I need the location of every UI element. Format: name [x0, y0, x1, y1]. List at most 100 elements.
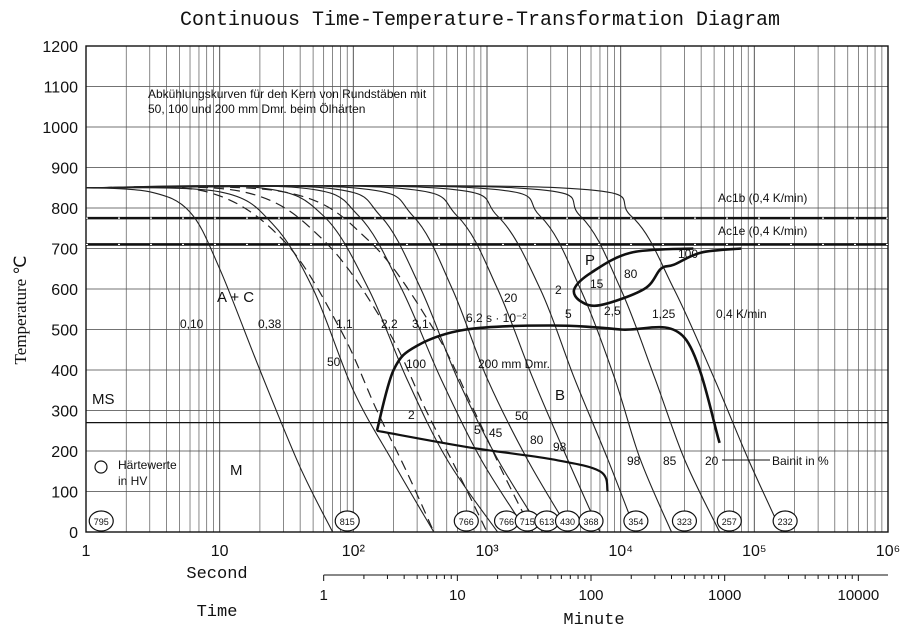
ac1e-label: Ac1e (0,4 K/min)	[718, 224, 807, 238]
plot-frame	[85, 45, 889, 533]
rate-label: 3,1	[412, 317, 429, 331]
y-tick-label: 500	[51, 323, 78, 340]
hardness-value: 257	[722, 517, 737, 527]
fraction-label: 5	[474, 423, 481, 437]
axes: 0100200300400500600700800900100011001200…	[42, 39, 900, 604]
y-tick-label: 800	[51, 201, 78, 218]
cooling-curve	[85, 185, 637, 533]
hardness-circle	[88, 510, 114, 532]
y-tick-label: 300	[51, 404, 78, 421]
fraction-label: 20	[705, 454, 719, 468]
diameter-label: 100	[406, 357, 426, 371]
minute-tick-label: 1	[320, 587, 328, 604]
fraction-label: 2	[555, 283, 562, 297]
rate-label: 20	[504, 291, 518, 305]
hardness-circle	[623, 510, 649, 532]
hardness-circles: 795 815 766 766 715 613 430 368 354 323 257 232	[88, 510, 798, 532]
y-tick-label: 1200	[42, 39, 78, 56]
hardness-value: 368	[583, 517, 598, 527]
rate-label: 6,2 s · 10⁻²	[466, 311, 526, 325]
x-tick-label: 10²	[342, 543, 366, 560]
rate-label: 1,1	[336, 317, 353, 331]
fraction-label: 80	[530, 433, 544, 447]
ac1b-label: Ac1b (0,4 K/min)	[718, 191, 807, 205]
y-tick-label: 900	[51, 161, 78, 178]
x-axis-label-second: Second	[186, 565, 247, 584]
y-tick-label: 100	[51, 485, 78, 502]
hardness-value: 766	[459, 517, 474, 527]
hardness-circle	[334, 510, 360, 532]
y-tick-label: 400	[51, 363, 78, 380]
minute-tick-label: 1000	[708, 587, 741, 604]
x-tick-label: 10⁶	[876, 543, 900, 560]
y-tick-label: 700	[51, 242, 78, 259]
fraction-label: 85	[663, 454, 677, 468]
fraction-label: 45	[489, 426, 503, 440]
phase-label-bainite: B	[555, 387, 565, 404]
y-tick-label: 200	[51, 444, 78, 461]
cooling-curve	[85, 185, 783, 533]
diameter-curve	[85, 186, 534, 533]
hardness-value: 766	[499, 517, 514, 527]
hardness-value: 815	[340, 517, 355, 527]
rate-label: 0,38	[258, 317, 282, 331]
rate-label: 2,2	[381, 317, 398, 331]
rate-label: 0,10	[180, 317, 204, 331]
fraction-label: 2	[408, 408, 415, 422]
hardness-circle	[578, 510, 604, 532]
rate-label: 1,25	[652, 307, 676, 321]
diameter-label: 50	[327, 355, 341, 369]
fraction-label: 50	[515, 409, 529, 423]
time-label: Time	[197, 603, 238, 622]
bainite-legend: Bainit in %	[772, 454, 829, 468]
ac-ms-lines	[86, 216, 888, 424]
diameter-curve	[85, 186, 488, 533]
fraction-label: 98	[627, 454, 641, 468]
rate-label: 0,4 K/min	[716, 307, 767, 321]
y-tick-label: 600	[51, 282, 78, 299]
hardness-legend-line-1: Härtewerte	[118, 458, 177, 472]
y-tick-label: 1100	[44, 80, 79, 97]
fraction-label: 100	[678, 247, 698, 261]
hardness-circle	[453, 510, 479, 532]
hardness-value: 715	[520, 517, 535, 527]
minute-tick-label: 100	[578, 587, 603, 604]
grid-layer	[85, 45, 889, 533]
bainite-start-boundary	[375, 324, 721, 444]
hardness-circle	[772, 510, 798, 532]
cooling-curve	[85, 185, 673, 533]
transformation-regions	[375, 247, 742, 492]
fraction-label: 15	[590, 277, 604, 291]
hardness-value: 323	[677, 517, 692, 527]
phase-label-pearlite: P	[585, 252, 595, 269]
phase-label-austenite-carbide: A + C	[217, 289, 254, 306]
rate-label: 5	[565, 307, 572, 321]
hardness-value: 795	[94, 517, 109, 527]
x-tick-label: 1	[82, 543, 91, 560]
phase-label-martensite: M	[230, 462, 243, 479]
note-line-2: 50, 100 und 200 mm Dmr. beim Ölhärten	[148, 102, 365, 116]
x-axis-label-minute: Minute	[563, 611, 624, 629]
fraction-label: 80	[624, 267, 638, 281]
x-tick-label: 10⁵	[742, 543, 766, 560]
y-tick-label: 0	[69, 525, 78, 542]
diameter-curve	[85, 186, 435, 533]
hardness-value: 430	[560, 517, 575, 527]
ms-label: MS	[92, 391, 115, 408]
diameter-label: 200 mm Dmr.	[478, 357, 550, 371]
minute-tick-label: 10	[449, 587, 466, 604]
pearlite-boundary	[572, 247, 742, 308]
hardness-value: 354	[628, 517, 643, 527]
x-tick-label: 10	[211, 543, 229, 560]
x-tick-label: 10³	[475, 543, 499, 560]
rate-label: 2,5	[604, 304, 621, 318]
y-tick-label: 1000	[42, 120, 78, 137]
hardness-value: 232	[778, 517, 793, 527]
hardness-circle	[716, 510, 742, 532]
note-line-1: Abkühlungskurven für den Kern von Rundst…	[148, 87, 427, 101]
hardness-legend-icon	[94, 460, 108, 474]
x-tick-label: 10⁴	[608, 543, 633, 560]
cooling-curves	[85, 185, 783, 533]
